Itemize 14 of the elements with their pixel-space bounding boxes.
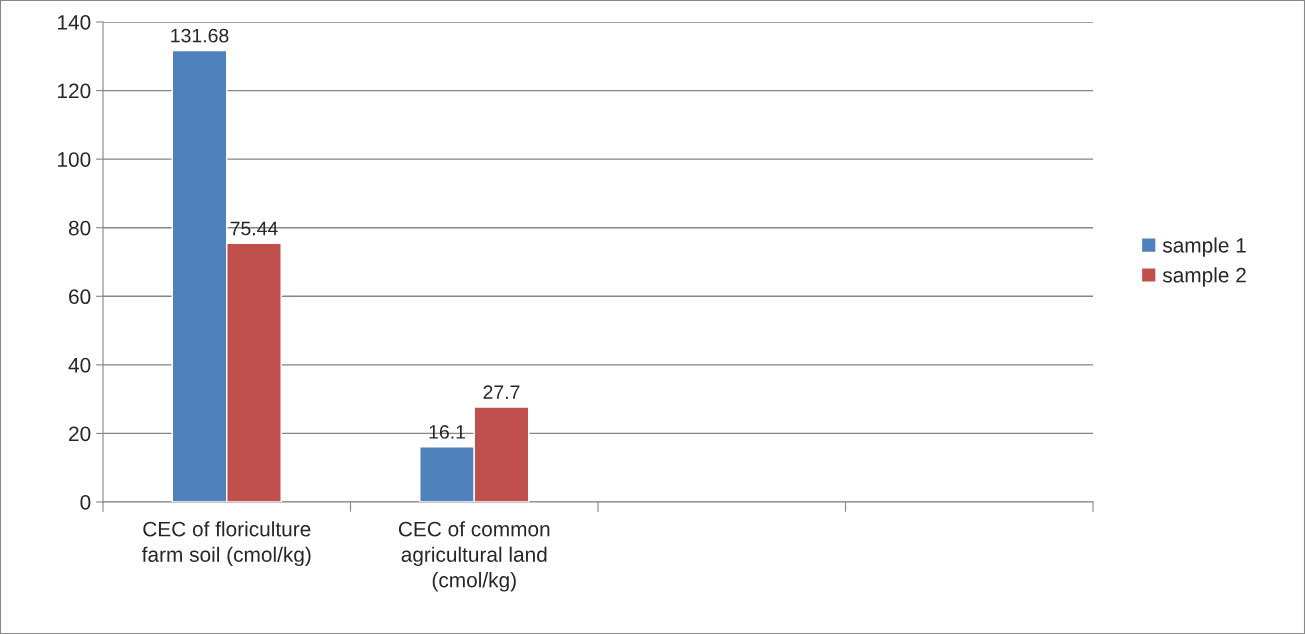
y-tick-label: 20 [69,426,91,442]
data-label: 27.7 [483,385,520,399]
data-label: 131.68 [171,28,229,43]
y-tick-label: 140 [58,15,91,30]
y-tick-label: 120 [58,83,91,99]
y-tick-label: 80 [68,220,91,236]
y-tick-label: 100 [58,152,91,167]
y-tick-label: 60 [69,289,91,305]
x-tick-label: CEC of floriculture farm soil (cmol/kg) [141,521,311,567]
legend-label: sample 1 [1162,237,1246,257]
y-tick-label: 0 [80,495,91,510]
legend-label: sample 2 [1162,267,1246,287]
x-tick-label: CEC of common agricultural land (cmol/kg) [398,521,550,592]
y-tick-label: 40 [68,357,91,373]
